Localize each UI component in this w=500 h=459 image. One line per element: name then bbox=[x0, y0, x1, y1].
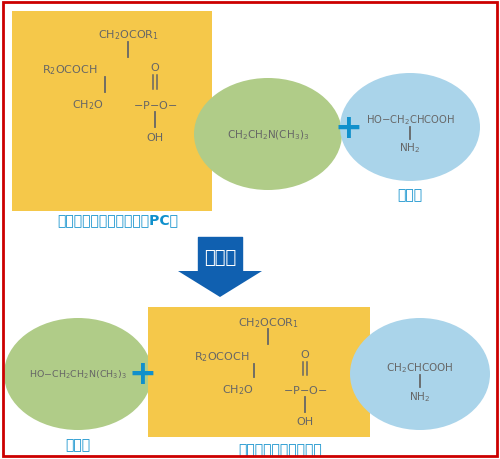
Ellipse shape bbox=[194, 79, 342, 190]
Text: CH$_2$CH$_2$N(CH$_3$)$_3$: CH$_2$CH$_2$N(CH$_3$)$_3$ bbox=[227, 128, 309, 141]
Ellipse shape bbox=[4, 318, 152, 430]
FancyBboxPatch shape bbox=[148, 308, 370, 437]
Text: CH$_2$O: CH$_2$O bbox=[72, 98, 104, 112]
Text: ホスファチジルコリン（PC）: ホスファチジルコリン（PC） bbox=[58, 213, 178, 226]
Text: CH$_2$O: CH$_2$O bbox=[222, 382, 254, 396]
Text: O: O bbox=[300, 349, 310, 359]
Polygon shape bbox=[178, 271, 262, 297]
Text: CH$_2$CHCOOH: CH$_2$CHCOOH bbox=[386, 360, 454, 374]
Text: NH$_2$: NH$_2$ bbox=[410, 389, 430, 403]
Text: +: + bbox=[334, 111, 362, 144]
Text: OH: OH bbox=[146, 133, 164, 143]
Text: 酵　素: 酵 素 bbox=[204, 248, 236, 266]
Text: セリン: セリン bbox=[398, 188, 422, 202]
Text: $-$P$-$O$-$: $-$P$-$O$-$ bbox=[283, 383, 327, 395]
Text: R$_2$OCOCH: R$_2$OCOCH bbox=[42, 63, 98, 77]
Text: ホスファチジルセリン: ホスファチジルセリン bbox=[238, 442, 322, 456]
FancyBboxPatch shape bbox=[12, 12, 212, 212]
Text: +: + bbox=[128, 358, 156, 391]
Text: HO$-$CH$_2$CHCOOH: HO$-$CH$_2$CHCOOH bbox=[366, 113, 454, 127]
Text: R$_2$OCOCH: R$_2$OCOCH bbox=[194, 349, 250, 363]
Text: O: O bbox=[150, 63, 160, 73]
Text: HO$-$CH$_2$CH$_2$N(CH$_3$)$_3$: HO$-$CH$_2$CH$_2$N(CH$_3$)$_3$ bbox=[29, 368, 127, 381]
Text: CH$_2$OCOR$_1$: CH$_2$OCOR$_1$ bbox=[98, 28, 158, 42]
Text: CH$_2$OCOR$_1$: CH$_2$OCOR$_1$ bbox=[238, 315, 298, 329]
Ellipse shape bbox=[350, 318, 490, 430]
Text: コリン: コリン bbox=[66, 437, 90, 451]
Ellipse shape bbox=[340, 74, 480, 182]
Text: $-$P$-$O$-$: $-$P$-$O$-$ bbox=[133, 99, 177, 111]
Text: OH: OH bbox=[296, 416, 314, 426]
Text: NH$_2$: NH$_2$ bbox=[400, 141, 420, 155]
